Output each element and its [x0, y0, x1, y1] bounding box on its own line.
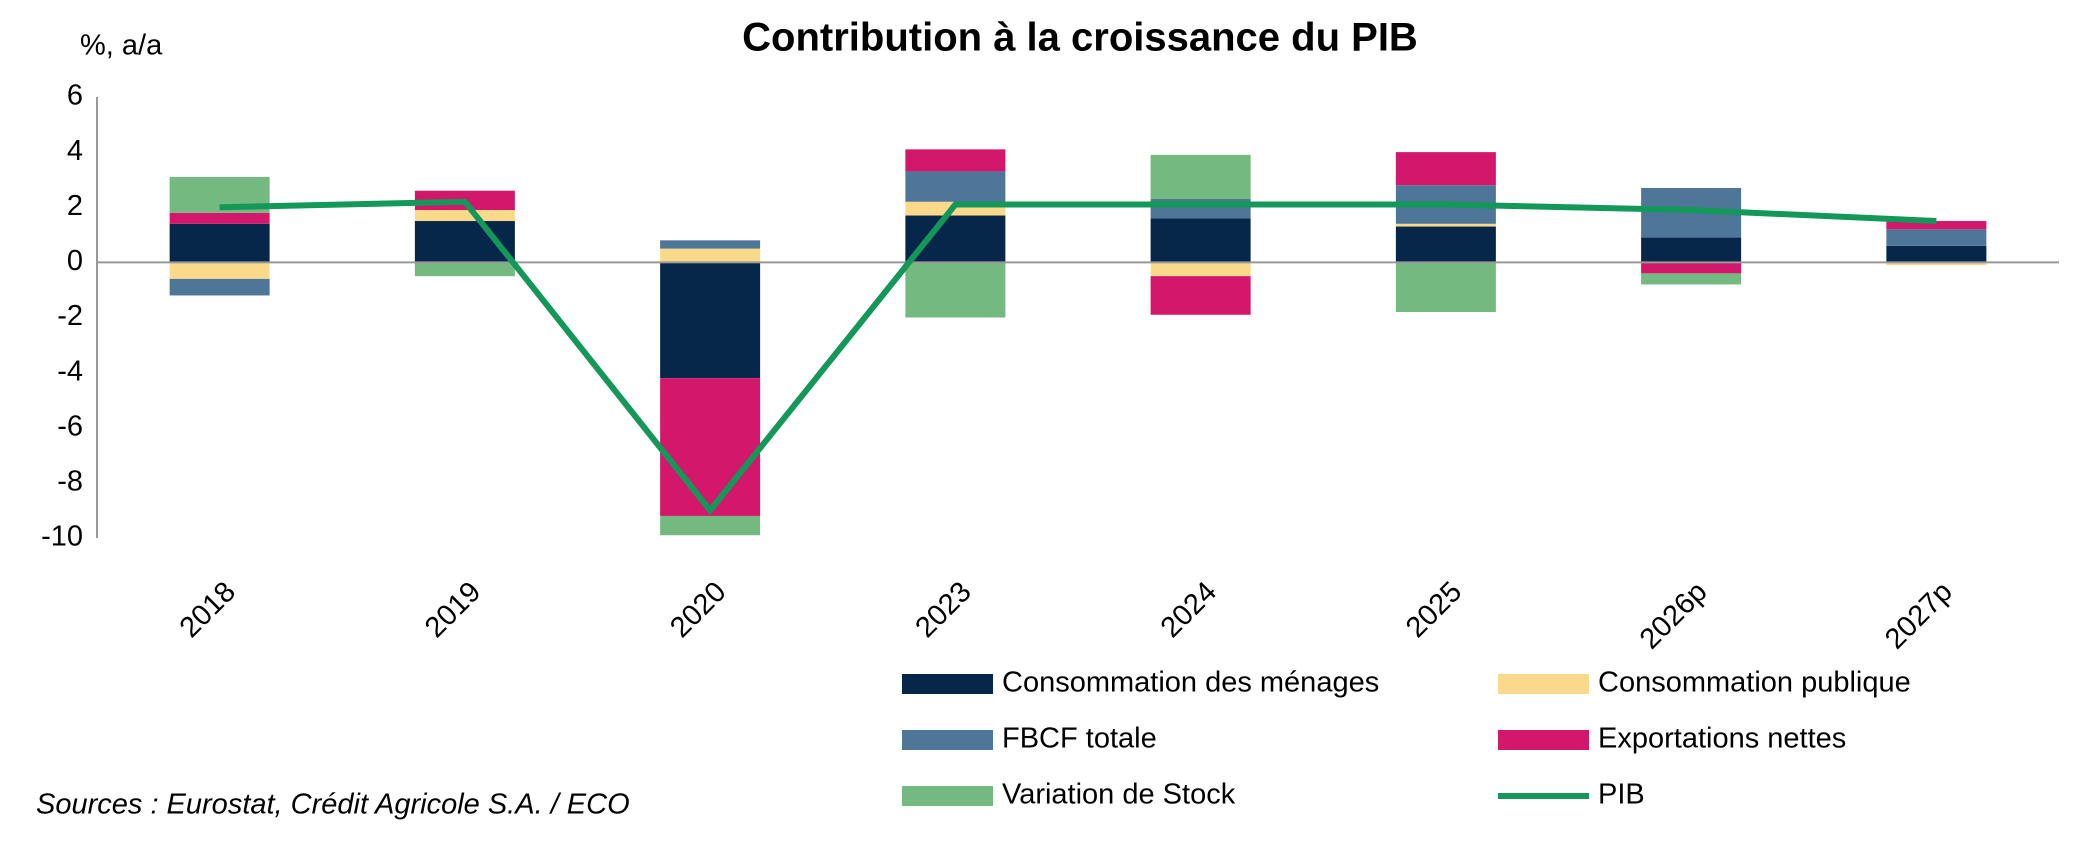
x-tick-label: 2026p [1634, 576, 1714, 656]
x-tick-label: 2024 [1155, 576, 1223, 644]
bar-segment [660, 248, 761, 263]
x-tick-label: 2018 [174, 576, 242, 644]
y-tick-label: -10 [41, 521, 83, 553]
legend-swatch [902, 730, 993, 750]
legend-label: FBCF totale [1002, 723, 1157, 755]
y-axis-label: %, a/a [80, 30, 163, 62]
bar-segment [1150, 276, 1251, 315]
bar-segment [1150, 218, 1251, 263]
y-tick-label: -2 [57, 300, 83, 332]
legend-label: Consommation des ménages [1002, 667, 1379, 699]
bar-segment [1395, 152, 1496, 186]
y-tick-label: -4 [57, 355, 83, 387]
bar-segment [414, 210, 515, 222]
bar-segment [1641, 262, 1742, 274]
bar-segment [660, 378, 761, 516]
x-tick-label: 2027p [1879, 576, 1959, 656]
y-tick-label: 6 [67, 80, 83, 112]
bar-segment [660, 262, 761, 379]
bar-segment [1150, 154, 1251, 199]
bar-segment [1395, 223, 1496, 227]
legend-label: Variation de Stock [1002, 779, 1236, 811]
bar-segment [414, 262, 515, 277]
bar-segment [1395, 226, 1496, 263]
legend-label: PIB [1598, 779, 1645, 811]
y-tick-label: -6 [57, 410, 83, 442]
bar-segment [1886, 262, 1987, 266]
bar-segment [169, 212, 270, 224]
legend-swatch [902, 786, 993, 806]
bar-segment [1641, 273, 1742, 285]
y-tick-label: 2 [67, 190, 83, 222]
legend-swatch [1498, 730, 1589, 750]
bar-segment [660, 515, 761, 536]
x-tick-label: 2023 [909, 576, 977, 644]
legend-label: Consommation publique [1598, 667, 1911, 699]
legend-label: Exportations nettes [1598, 723, 1846, 755]
bar-segment [1641, 237, 1742, 263]
bar-segment [1395, 262, 1496, 312]
bar-segment [905, 262, 1006, 318]
bar-segment [169, 278, 270, 296]
legend-swatch [1498, 674, 1589, 694]
x-tick-label: 2019 [419, 576, 487, 644]
x-tick-label: 2020 [664, 576, 732, 644]
y-tick-label: 4 [67, 135, 83, 167]
bar-segment [169, 262, 270, 279]
chart-title: Contribution à la croissance du PIB [742, 16, 1418, 60]
x-tick-label: 2025 [1400, 576, 1468, 644]
bar-segment [1886, 221, 1987, 230]
bar-segment [905, 215, 1006, 263]
bar-segment [905, 149, 1006, 172]
y-tick-label: 0 [67, 245, 83, 277]
bar-segment [660, 240, 761, 249]
bar-segment [1150, 262, 1251, 277]
y-tick-label: -8 [57, 466, 83, 498]
source-note: Sources : Eurostat, Crédit Agricole S.A.… [36, 789, 630, 821]
bar-segment [905, 171, 1006, 202]
line [219, 198, 1937, 516]
bar-segment [1886, 229, 1987, 246]
bar-segment [1886, 245, 1987, 263]
legend-swatch [902, 674, 993, 694]
bar-segment [169, 223, 270, 263]
